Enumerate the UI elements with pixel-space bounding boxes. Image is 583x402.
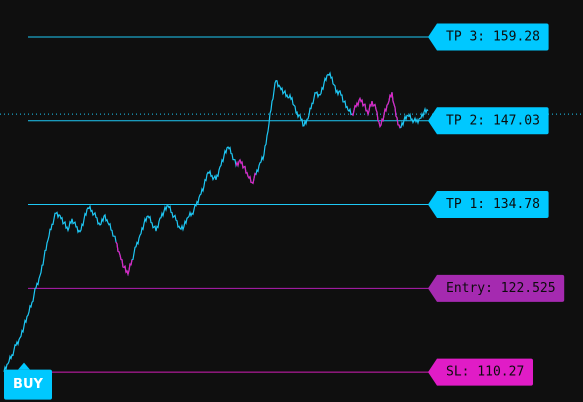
buy-signal-pointer — [18, 362, 30, 370]
level-lines — [28, 36, 432, 373]
buy-signal-label: BUY — [13, 377, 43, 392]
sl-label: SL: 110.27 — [428, 358, 533, 386]
tp2-label: TP 2: 147.03 — [428, 107, 549, 135]
level-labels: TP 3: 159.28 TP 2: 147.03 TP 1: 134.78 Entr… — [428, 23, 565, 386]
tp2-label-text: TP 2: 147.03 — [446, 113, 540, 128]
tp3-label: TP 3: 159.28 — [428, 23, 549, 51]
entry-label: Entry: 122.525 — [428, 274, 565, 302]
entry-label-box — [428, 274, 565, 302]
sl-label-text: SL: 110.27 — [446, 365, 524, 380]
buy-signal-box — [4, 369, 52, 400]
tp1-label-text: TP 1: 134.78 — [446, 197, 540, 212]
tp3-label-text: TP 3: 159.28 — [446, 30, 540, 45]
price-line-down-segments — [115, 92, 401, 277]
buy-signal-marker: BUY — [4, 362, 52, 400]
tp3-label-box — [428, 23, 549, 51]
tp2-label-box — [428, 107, 549, 135]
tp1-label-box — [428, 191, 549, 219]
entry-label-text: Entry: 122.525 — [446, 281, 556, 296]
sl-label-box — [428, 358, 533, 386]
tp1-label: TP 1: 134.78 — [428, 191, 549, 219]
